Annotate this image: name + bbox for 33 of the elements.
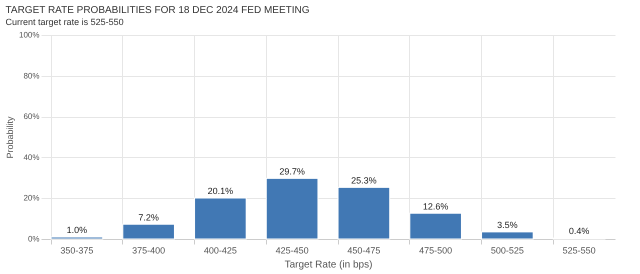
x-tick-label: 400-425 xyxy=(204,246,237,256)
bar xyxy=(122,224,175,240)
data-label: 1.0% xyxy=(66,224,88,235)
bar xyxy=(409,212,462,240)
x-tick-label: 425-450 xyxy=(276,246,309,256)
x-tick-label: 450-475 xyxy=(347,246,380,256)
x-tick-label: 525-550 xyxy=(562,246,596,256)
x-tick-label: 375-400 xyxy=(132,246,166,256)
y-tick-label: 100% xyxy=(19,30,40,40)
data-label: 20.1% xyxy=(208,186,234,196)
data-label: 25.3% xyxy=(351,175,377,186)
bar xyxy=(338,186,390,240)
bar xyxy=(266,178,318,240)
chart-title: TARGET RATE PROBABILITIES FOR 18 DEC 2024 FED MEETING xyxy=(6,5,310,16)
chart-subtitle: Current target rate is 525-550 xyxy=(6,17,124,27)
data-label: 12.6% xyxy=(422,201,448,212)
y-tick-label: 40% xyxy=(23,152,40,162)
x-tick-label: 350-375 xyxy=(60,246,94,256)
data-label: 0.4% xyxy=(568,226,590,236)
x-axis-title: Target Rate (in bps) xyxy=(284,260,372,270)
data-label: 3.5% xyxy=(497,220,518,230)
data-label: 29.7% xyxy=(279,166,305,176)
y-tick-label: 80% xyxy=(23,71,40,80)
bar xyxy=(481,231,534,240)
bar xyxy=(50,236,104,240)
y-axis-title: Probability xyxy=(5,116,16,159)
data-label: 7.2% xyxy=(138,212,159,222)
y-tick-label: 0% xyxy=(28,234,40,244)
bar xyxy=(194,197,247,240)
y-tick-label: 20% xyxy=(23,194,40,203)
y-tick-label: 60% xyxy=(23,112,40,122)
x-tick-label: 500-525 xyxy=(490,246,524,256)
x-tick-label: 475-500 xyxy=(419,246,452,256)
